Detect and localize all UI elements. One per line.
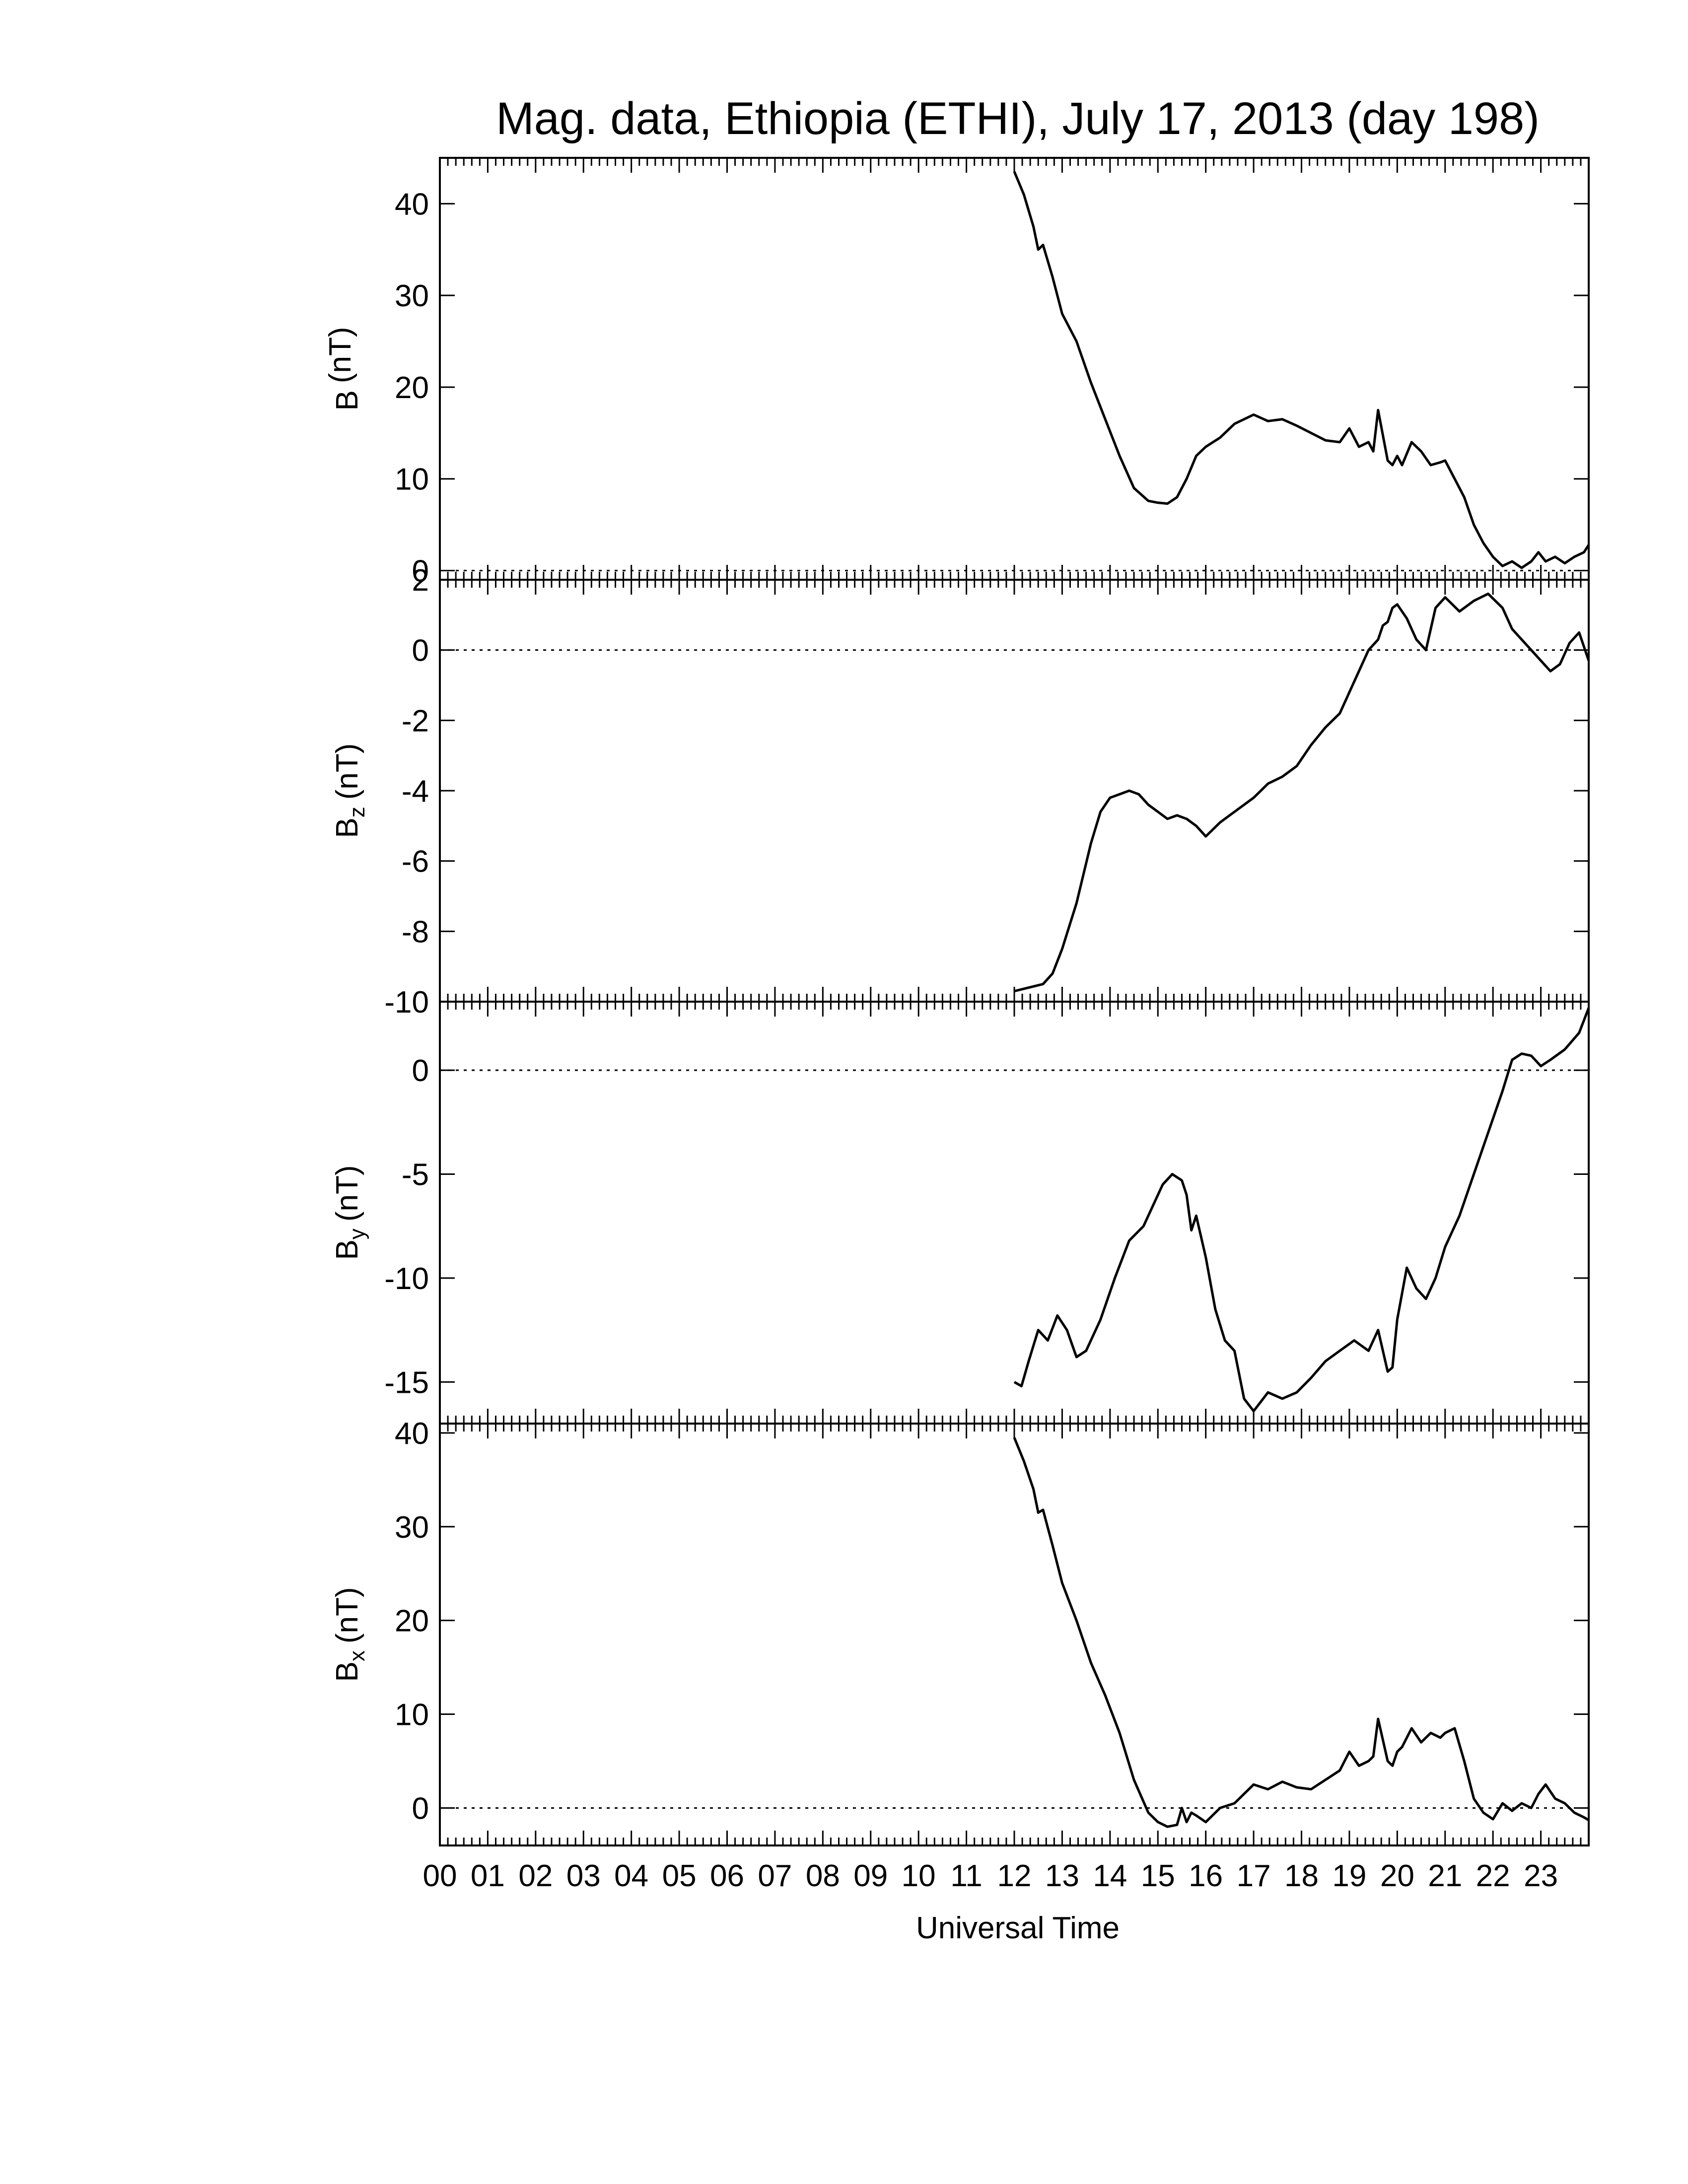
b-total-y-tick-label: 20 bbox=[395, 371, 429, 405]
x-tick-label: 20 bbox=[1380, 1859, 1414, 1893]
x-tick-label: 17 bbox=[1237, 1859, 1271, 1893]
x-tick-label: 07 bbox=[758, 1859, 792, 1893]
by-y-ticks: -15 -10 -5 0 bbox=[384, 1054, 1589, 1400]
bx-y-tick-label: 20 bbox=[395, 1604, 429, 1638]
x-tick-label: 15 bbox=[1141, 1859, 1175, 1893]
ylabel-bz-sub: z bbox=[345, 807, 369, 818]
ylabel-by: By (nT) bbox=[330, 1165, 369, 1260]
x-axis-label: Universal Time bbox=[916, 1911, 1120, 1945]
ylabel-by-main: B bbox=[330, 1239, 364, 1260]
bz-y-tick-label: -10 bbox=[384, 985, 429, 1020]
x-tick-label: 10 bbox=[902, 1859, 936, 1893]
x-tick-label: 03 bbox=[566, 1859, 601, 1893]
bx-series-line bbox=[1013, 1437, 1590, 1828]
chart-title: Mag. data, Ethiopia (ETHI), July 17, 201… bbox=[496, 93, 1540, 144]
x-tick-label: 01 bbox=[471, 1859, 505, 1893]
by-x-ticks bbox=[439, 1002, 1590, 1424]
x-tick-label: 11 bbox=[950, 1859, 982, 1893]
bz-y-tick-label: 2 bbox=[412, 563, 429, 598]
bz-y-tick-label: -2 bbox=[402, 704, 429, 738]
ylabel-bx-main: B bbox=[330, 1661, 364, 1682]
by-y-tick-label: -5 bbox=[402, 1158, 429, 1192]
bz-y-tick-label: -8 bbox=[402, 915, 429, 949]
ylabel-bx: Bx (nT) bbox=[330, 1587, 369, 1682]
bz-y-tick-label: -4 bbox=[402, 774, 429, 809]
bz-y-ticks: -10 -8 -6 -4 -2 0 2 bbox=[384, 563, 1589, 1020]
bz-x-ticks bbox=[439, 580, 1590, 1002]
bx-x-ticks bbox=[439, 1424, 1590, 1845]
x-tick-label: 23 bbox=[1524, 1859, 1558, 1893]
x-tick-labels: 00 01 02 03 04 05 06 07 08 09 10 11 12 13 14 15 16 17 18 19… bbox=[423, 1859, 1558, 1893]
svg-text:Bz(nT): Bz (nT) bbox=[330, 743, 369, 838]
x-tick-label: 08 bbox=[806, 1859, 840, 1893]
x-tick-label: 05 bbox=[662, 1859, 697, 1893]
bz-y-tick-label: 0 bbox=[412, 634, 429, 668]
ylabel-bz-main: B bbox=[330, 818, 364, 838]
svg-text:By(nT): By (nT) bbox=[330, 1165, 369, 1260]
ylabel-b-total: B (nT) bbox=[323, 327, 364, 410]
by-y-tick-label: -10 bbox=[384, 1262, 429, 1296]
ylabel-by-unit: (nT) bbox=[330, 1165, 364, 1222]
by-y-tick-label: -15 bbox=[384, 1365, 429, 1400]
b-total-y-tick-label: 40 bbox=[395, 187, 429, 221]
x-tick-label: 18 bbox=[1284, 1859, 1319, 1893]
b-total-y-tick-label: 30 bbox=[395, 279, 429, 313]
bz-y-tick-label: -6 bbox=[402, 845, 429, 879]
b-total-y-tick-label: 10 bbox=[395, 463, 429, 497]
bx-y-tick-label: 0 bbox=[412, 1791, 429, 1826]
b-total-y-tick-label: 0 bbox=[412, 554, 429, 589]
x-tick-label: 16 bbox=[1189, 1859, 1223, 1893]
panel-bz: Bz (nT) -10 -8 -6 -4 -2 0 2 bbox=[330, 563, 1590, 1020]
x-tick-label: 14 bbox=[1093, 1859, 1127, 1893]
ylabel-by-sub: y bbox=[345, 1228, 369, 1239]
bx-y-tick-label: 10 bbox=[395, 1698, 429, 1732]
b-total-series-line bbox=[1013, 171, 1590, 569]
x-tick-label: 06 bbox=[710, 1859, 744, 1893]
x-tick-label: 00 bbox=[423, 1859, 457, 1893]
panel-b-total: B (nT) 0 10 20 30 40 bbox=[323, 157, 1590, 589]
panel-by: By (nT) -15 -10 -5 0 bbox=[330, 1001, 1590, 1425]
bx-y-tick-label: 40 bbox=[395, 1417, 429, 1451]
x-tick-label: 19 bbox=[1332, 1859, 1366, 1893]
x-tick-label: 04 bbox=[614, 1859, 648, 1893]
b-total-frame bbox=[439, 157, 1590, 581]
x-tick-label: 09 bbox=[853, 1859, 888, 1893]
ylabel-b-total-unit: (nT) bbox=[323, 327, 357, 383]
x-tick-label: 12 bbox=[997, 1859, 1032, 1893]
bz-series-line bbox=[1014, 592, 1590, 993]
by-frame bbox=[439, 1001, 1590, 1425]
x-tick-label: 22 bbox=[1476, 1859, 1510, 1893]
ylabel-bz: Bz (nT) bbox=[330, 743, 369, 838]
by-y-tick-label: 0 bbox=[412, 1054, 429, 1088]
ylabel-b-total-main: B bbox=[330, 390, 364, 410]
bx-y-ticks: 0 10 20 30 40 bbox=[395, 1417, 1589, 1826]
x-tick-label: 13 bbox=[1045, 1859, 1079, 1893]
ylabel-bz-unit: (nT) bbox=[330, 743, 364, 800]
bx-frame bbox=[439, 1423, 1590, 1846]
by-series-line bbox=[1013, 1007, 1590, 1413]
x-tick-label: 02 bbox=[518, 1859, 553, 1893]
bz-frame bbox=[439, 579, 1590, 1003]
ylabel-bx-sub: x bbox=[345, 1650, 369, 1661]
x-tick-label: 21 bbox=[1428, 1859, 1462, 1893]
b-total-y-ticks: 0 10 20 30 40 bbox=[395, 187, 1589, 589]
ylabel-bx-unit: (nT) bbox=[330, 1587, 364, 1643]
bx-y-tick-label: 30 bbox=[395, 1510, 429, 1545]
b-total-x-ticks bbox=[439, 158, 1590, 580]
panel-bx: Bx (nT) 0 10 20 30 40 bbox=[330, 1417, 1590, 1846]
svg-text:Bx(nT): Bx (nT) bbox=[330, 1587, 369, 1682]
svg-text:B(nT): B (nT) bbox=[323, 327, 364, 410]
